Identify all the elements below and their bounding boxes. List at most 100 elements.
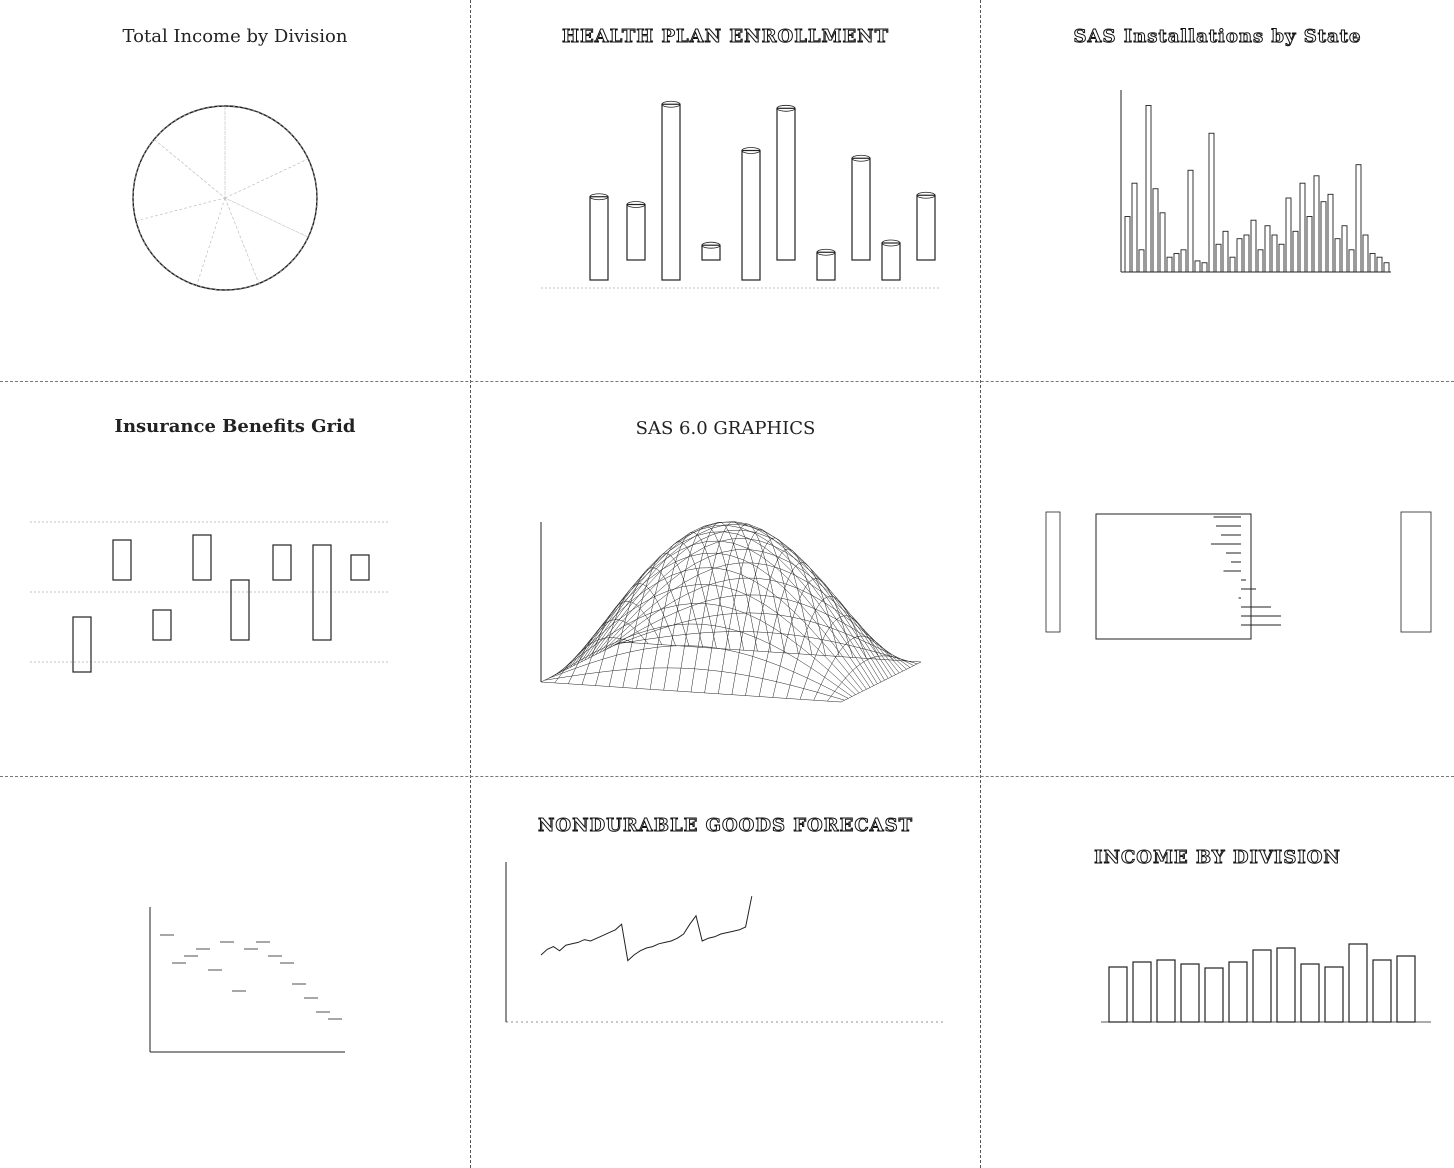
insurance-bar (192, 534, 212, 581)
forecast-line (540, 896, 753, 962)
forecast-title: NONDURABLE GOODS FORECAST (537, 815, 914, 837)
pie-chart (132, 105, 318, 291)
surface-mesh-line (599, 549, 900, 674)
income-bar (1372, 959, 1392, 1023)
forecast-chart (505, 862, 946, 1023)
installations-bar (1376, 256, 1383, 273)
hbar-chart (1045, 511, 1432, 640)
insurance-chart (30, 521, 390, 673)
income-bar (1204, 967, 1224, 1023)
steps-chart (149, 907, 345, 1053)
insurance-plot-area (30, 521, 390, 673)
installations-bar (1229, 256, 1236, 273)
income-bar (1300, 963, 1320, 1023)
panel-forecast: NONDURABLE GOODS FORECAST (471, 777, 980, 1168)
health-bar (816, 251, 836, 281)
health-bar (589, 196, 609, 281)
surface-mesh-line (772, 578, 854, 698)
surface-mesh-line (786, 596, 867, 699)
income-bar (1348, 943, 1368, 1023)
insurance-bar (312, 544, 332, 641)
income-division-title: INCOME BY DIVISION (1094, 847, 1341, 869)
vertical-divider-1 (470, 0, 471, 1168)
pie-slice (224, 105, 309, 199)
installations-bar (1355, 164, 1362, 273)
installations-bar (1257, 249, 1264, 273)
income-bar (1132, 961, 1152, 1023)
health-bar (626, 203, 646, 261)
surface-mesh-line (617, 631, 918, 665)
insurance-bar (230, 579, 250, 641)
insurance-title: Insurance Benefits Grid (114, 416, 356, 437)
income-bar (1276, 947, 1296, 1023)
income-bar (1180, 963, 1200, 1023)
insurance-bar (112, 539, 132, 581)
installations-bar (1383, 262, 1390, 273)
pie-slice (224, 158, 318, 238)
installations-bar (1243, 234, 1250, 273)
health-bar-cap (589, 193, 609, 201)
installations-bar (1166, 256, 1173, 273)
income-bar (1324, 966, 1344, 1023)
health-bar-cap (851, 154, 871, 162)
installations-bar (1201, 262, 1208, 273)
pie-slice (153, 105, 226, 199)
installations-bar (1278, 243, 1285, 273)
income-bar (1228, 961, 1248, 1023)
panel-installations: SAS Installations by State (981, 0, 1454, 381)
surface-plot-area (540, 521, 922, 703)
installations-bar (1299, 182, 1306, 273)
health-bar-cap (776, 104, 796, 112)
installations-bar (1145, 105, 1152, 273)
forecast-plot-area (505, 862, 946, 1023)
horizontal-divider-2 (0, 776, 1454, 777)
installations-bar (1173, 253, 1180, 273)
surface-title: SAS 6.0 GRAPHICS (635, 418, 816, 439)
insurance-bar (72, 616, 92, 673)
panel-pie: Total Income by Division (0, 0, 470, 381)
pie-slice (132, 138, 226, 222)
installations-bar (1292, 230, 1299, 273)
hbar-frame (1095, 513, 1252, 640)
installations-bar (1264, 225, 1271, 273)
income-division-chart (1101, 943, 1431, 1023)
health-plan-title: HEALTH PLAN ENROLLMENT (561, 26, 890, 48)
installations-bar (1222, 230, 1229, 273)
surface-mesh-line (745, 548, 826, 696)
surface-mesh-line (718, 529, 799, 694)
health-bar (741, 149, 761, 281)
income-bar (1252, 949, 1272, 1023)
hbar-right-axis (1400, 511, 1432, 633)
surface-mesh-line (554, 637, 635, 684)
vertical-divider-2 (980, 0, 981, 1168)
health-bar (916, 194, 936, 261)
installations-bar (1341, 225, 1348, 273)
panel-health-plan: HEALTH PLAN ENROLLMENT (471, 0, 980, 381)
health-plan-chart (541, 100, 941, 289)
insurance-bar (350, 554, 370, 581)
health-bar-cap (816, 248, 836, 256)
surface-mesh-line (602, 562, 903, 672)
installations-title: SAS Installations by State (1073, 26, 1362, 48)
pie-slice (135, 197, 226, 286)
installations-bar (1131, 182, 1138, 273)
horizontal-divider-1 (0, 381, 1454, 382)
surface-mesh-line (606, 577, 907, 670)
health-bar-cap (661, 100, 681, 108)
income-bar (1396, 955, 1416, 1023)
surface-mesh-line (840, 661, 922, 703)
installations-bar (1271, 234, 1278, 273)
insurance-bar (272, 544, 292, 581)
installations-bar (1306, 216, 1313, 273)
installations-bar (1285, 197, 1292, 273)
installations-bar (1180, 249, 1187, 273)
surface-mesh-line (591, 529, 893, 677)
hbar-plot-area (1045, 511, 1432, 640)
health-bar-cap (701, 241, 721, 249)
installations-bar (1369, 253, 1376, 273)
surface-mesh-line (690, 521, 772, 693)
surface-mesh-line (588, 524, 889, 679)
panel-insurance-grid: Insurance Benefits Grid (0, 382, 470, 776)
health-bar (776, 107, 796, 261)
health-bar (851, 157, 871, 261)
